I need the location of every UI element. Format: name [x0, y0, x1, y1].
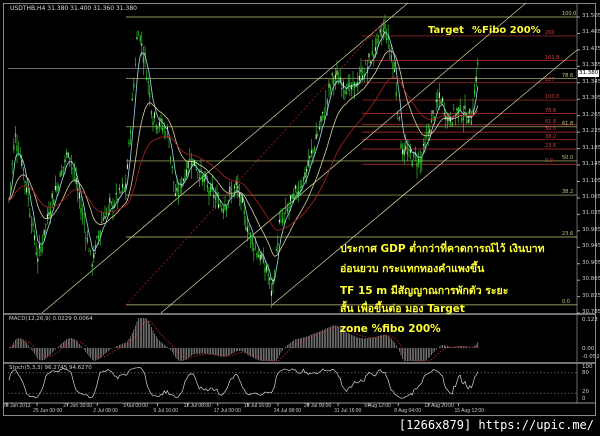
fibo-small-level-label: 127: [545, 76, 555, 83]
y-tick-label: 30.945: [582, 243, 600, 250]
x-tick-label: 8 Aug 04:00: [394, 408, 421, 414]
fibo-small-level-label: 23.6: [545, 143, 557, 149]
fibo-trend-line: [125, 17, 388, 306]
y-tick-label: 31.185: [582, 144, 600, 151]
x-tick-label: 27 Jun 16:00: [63, 402, 93, 409]
stoch-scale-label: 0: [582, 396, 586, 402]
stoch-scale-label: 20: [582, 389, 589, 395]
channel-line: [41, 2, 409, 314]
y-tick-label: 31.225: [582, 128, 600, 135]
x-tick-label: 19 Jul 16:00: [243, 402, 272, 409]
y-tick-label: 30.905: [582, 259, 600, 266]
y-tick-label: 31.425: [582, 45, 600, 52]
macd-scale-label: 0.00: [582, 346, 595, 352]
chart-title: USDTHB,H4 31.380 31.400 31.360 31.380: [10, 5, 137, 12]
annotation-line-4: สั้น เพื่อขึ้นต่อ มอง Target: [340, 303, 465, 315]
y-tick-label: 31.145: [582, 161, 600, 168]
x-tick-label: 12 Jul 08:00: [183, 402, 211, 409]
fibo-level-label: 23.6: [562, 231, 574, 238]
fibo-small-level-label: 50.0: [545, 126, 557, 133]
y-tick-label: 30.985: [582, 226, 600, 233]
x-tick-label: 5 Jul 00:00: [123, 402, 148, 409]
x-tick-label: 15 Aug 12:00: [454, 408, 484, 414]
x-tick-label: 20 Jun 2013: [3, 402, 31, 409]
moving-average-line: [8, 50, 479, 257]
y-tick-label: 31.345: [582, 78, 600, 85]
stoch-main-line: [8, 367, 479, 399]
watermark: [1266x879] https://upic.me/: [398, 418, 594, 432]
x-tick-label: 17 Jul 00:00: [213, 408, 241, 414]
x-tick-label: 25 Jun 00:00: [33, 408, 63, 414]
annotation-line-5: zone %fibo 200%: [340, 323, 441, 335]
stoch-label: Stoch(5,3,3) 96.2745 94.6270: [9, 365, 92, 371]
moving-average-line: [8, 76, 479, 231]
moving-average-line: [8, 30, 479, 282]
y-tick-label: 30.785: [582, 309, 600, 316]
macd-scale-label: -0.0524: [582, 354, 600, 360]
fibo-title: %Fibo 200%: [472, 25, 541, 36]
x-tick-label: 9 Jul 16:00: [153, 408, 178, 414]
stoch-scale-label: 80: [582, 370, 589, 376]
macd-label: MACD(12,26,9) 0.0229 0.0064: [9, 316, 93, 322]
fibo-level-label: 50.0: [562, 154, 574, 161]
target-title: Target: [428, 25, 464, 36]
annotation-line-1: ประกาศ GDP ต่ำกว่าที่คาดการณ์ไว้ เงินบาท: [340, 243, 545, 255]
current-price-label: 31.380: [578, 70, 600, 77]
macd-signal-line: [8, 320, 478, 362]
y-tick-label: 31.505: [582, 13, 600, 19]
y-tick-label: 31.385: [582, 62, 600, 69]
annotation-line-2: อ่อนยวบ กระแทกทองคำแพงขึ้น: [340, 263, 485, 275]
fibo-small-level-label: 38.2: [545, 133, 557, 140]
fibo-level-label: 61.8: [562, 120, 574, 127]
x-tick-label: 5 Aug 12:00: [364, 402, 391, 409]
x-tick-label: 31 Jul 16:00: [334, 408, 362, 414]
y-tick-label: 31.305: [582, 95, 600, 102]
y-tick-label: 30.825: [582, 292, 600, 299]
fibo-small-level-label: 161.8: [545, 54, 560, 61]
fibo-small-level-label: 200: [545, 29, 555, 36]
macd-scale-label: 0.123: [582, 317, 598, 323]
y-tick-label: 31.105: [582, 177, 600, 184]
annotation-line-3: TF 15 m มีสัญญาณการพักตัว ระยะ: [340, 285, 509, 297]
fibo-small-level-label: 0.0: [545, 158, 553, 165]
fibo-level-label: 38.2: [562, 189, 574, 196]
channel-line: [271, 49, 578, 306]
x-tick-label: 24 Jul 08:00: [273, 408, 302, 414]
y-tick-label: 30.865: [582, 276, 600, 283]
x-tick-label: 2 Jul 08:00: [93, 408, 118, 414]
chart-window[interactable]: [3, 3, 596, 416]
y-tick-label: 31.465: [582, 29, 600, 36]
y-tick-label: 31.065: [582, 193, 600, 200]
stoch-scale-label: 100: [582, 363, 593, 370]
x-tick-label: 12 Aug 20:00: [424, 402, 454, 409]
channel-line: [160, 2, 527, 314]
fibo-level-label: 78.6: [562, 72, 574, 79]
fibo-level-label: 0.0: [562, 298, 570, 305]
fibo-small-level-label: 61.8: [545, 118, 557, 125]
fibo-level-label: 100.0: [562, 11, 577, 17]
x-tick-label: 29 Jul 00:00: [304, 402, 332, 409]
y-tick-label: 31.025: [582, 210, 600, 217]
fibo-small-level-label: 100.0: [545, 94, 560, 101]
fibo-small-level-label: 78.6: [545, 107, 557, 114]
y-tick-label: 31.265: [582, 111, 600, 118]
